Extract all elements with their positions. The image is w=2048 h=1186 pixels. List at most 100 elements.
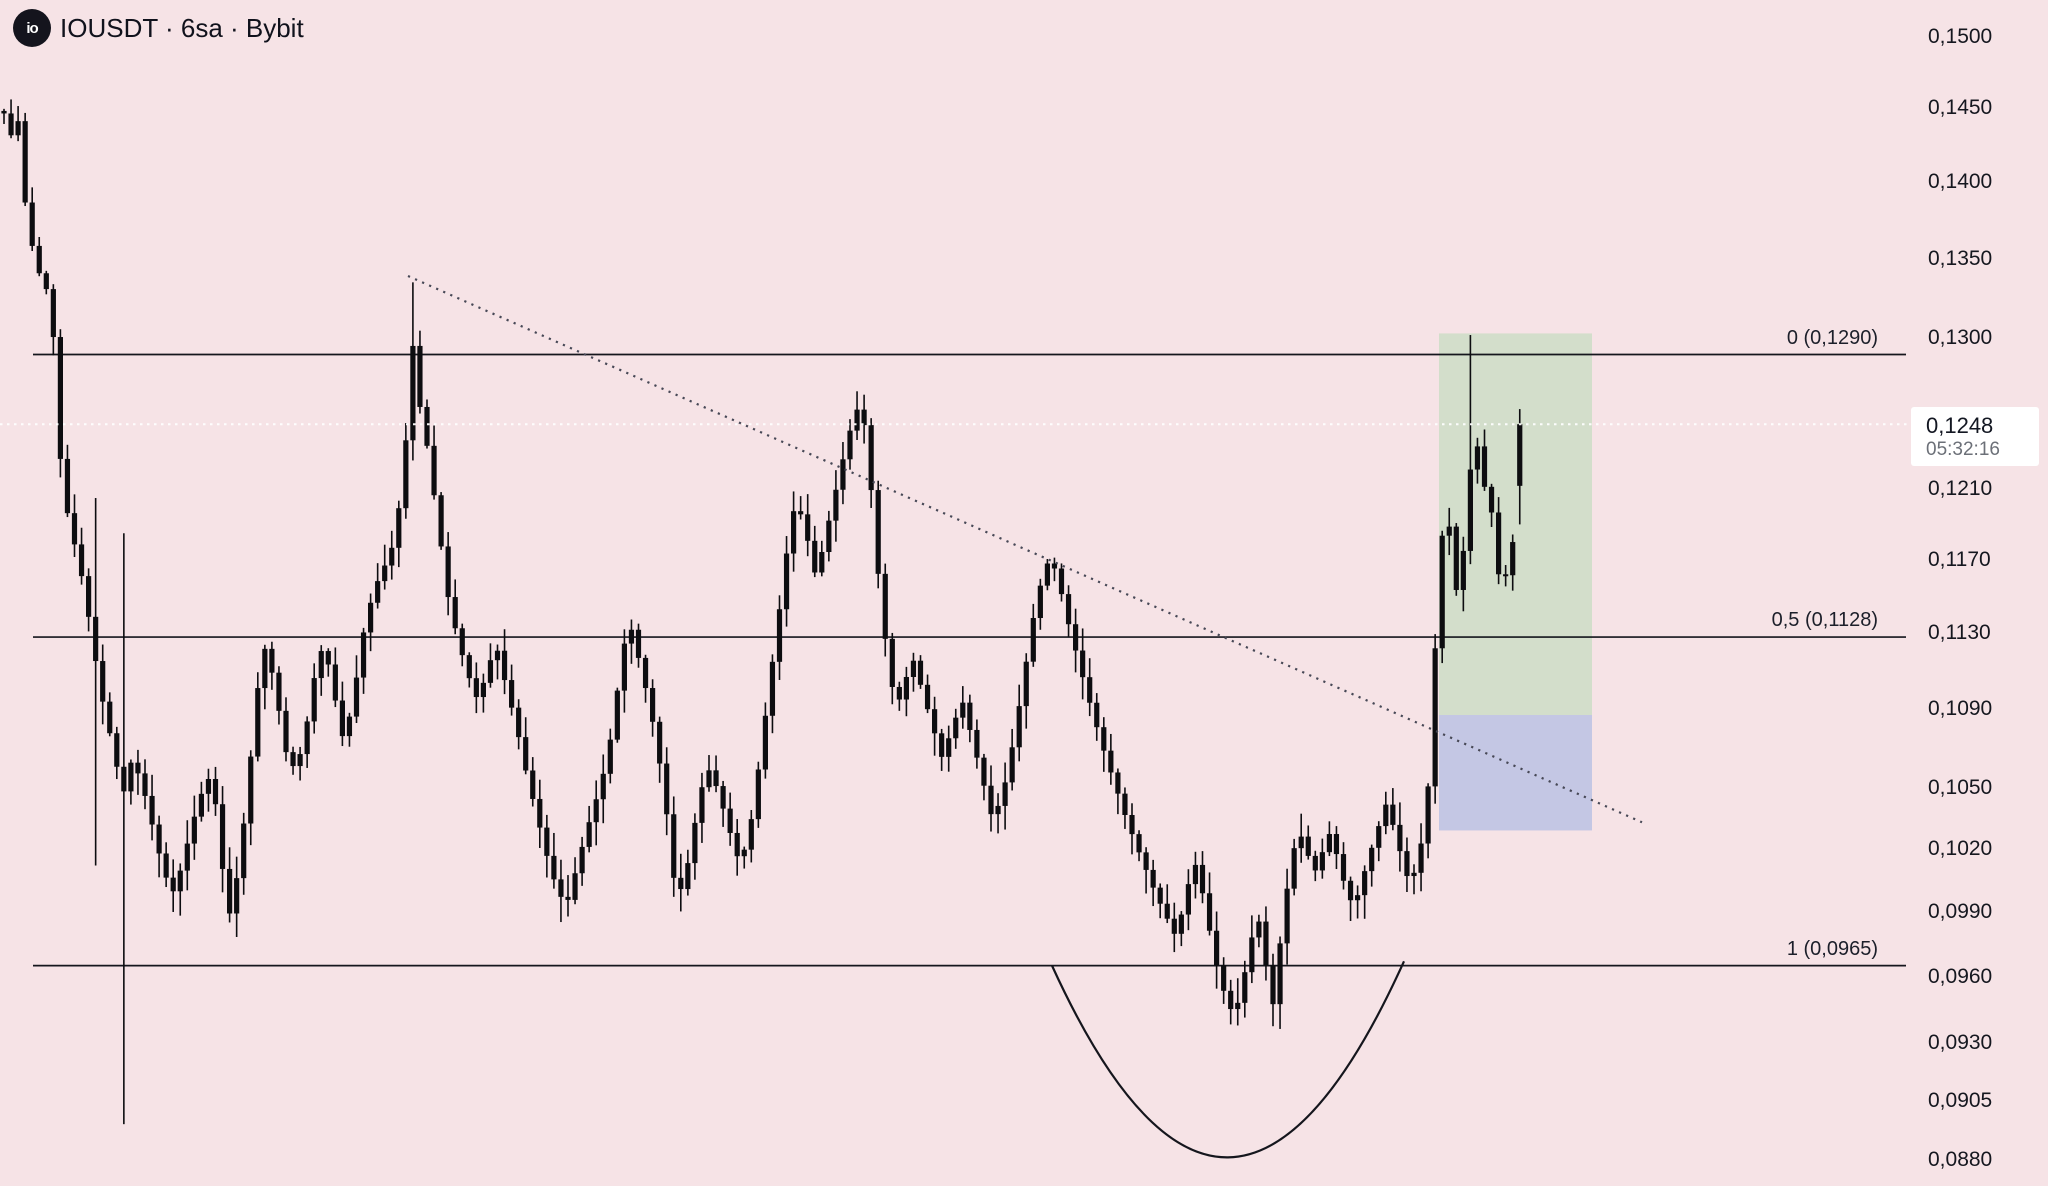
- long-position-stop-zone[interactable]: [1439, 714, 1592, 831]
- bar-body: [741, 849, 747, 857]
- bar-body: [262, 648, 268, 689]
- bar-body: [29, 202, 35, 246]
- bar-body: [974, 729, 980, 758]
- price-axis-tick: 0,1450: [1928, 96, 1993, 120]
- bar-body: [1369, 847, 1375, 872]
- bar-body: [121, 766, 127, 792]
- bar-body: [269, 648, 275, 673]
- rounded-bottom-arc[interactable]: [1050, 960, 1406, 1159]
- bar-body: [43, 273, 49, 290]
- bar-body: [1087, 677, 1093, 703]
- bar-body: [1235, 1002, 1241, 1010]
- bar-body: [297, 754, 303, 767]
- bar-body: [36, 245, 42, 274]
- bar-body: [614, 690, 620, 740]
- price-axis-tick: 0,1400: [1928, 170, 1993, 194]
- bar-body: [1319, 852, 1325, 871]
- bar-body: [304, 721, 310, 755]
- bar-body: [544, 827, 550, 856]
- price-axis-tick: 0,1020: [1928, 836, 1993, 860]
- bar-body: [283, 710, 289, 753]
- bar-body: [664, 763, 670, 815]
- bar-body: [1199, 864, 1206, 894]
- bar-body: [1418, 843, 1424, 873]
- bar-body: [501, 650, 508, 681]
- bar-body: [1073, 624, 1079, 651]
- bar-body: [1432, 648, 1438, 787]
- bar-body: [1108, 750, 1114, 773]
- bar-body: [558, 879, 564, 897]
- bar-wick: [1166, 884, 1169, 924]
- symbol-title[interactable]: IOUSDT · 6sa · Bybit: [60, 12, 304, 43]
- bar-wick: [123, 533, 125, 1125]
- bar-body: [1256, 921, 1262, 938]
- descending-trendline[interactable]: [407, 275, 1643, 824]
- bar-body: [205, 779, 212, 794]
- bar-body: [1030, 618, 1036, 662]
- bar-body: [868, 425, 874, 491]
- bar-body: [1383, 804, 1389, 827]
- bar-body: [71, 513, 78, 545]
- bar-wick: [1145, 847, 1147, 894]
- bar-body: [586, 822, 592, 847]
- bar-wick: [94, 498, 97, 866]
- bar-body: [473, 678, 479, 698]
- bar-body: [628, 629, 635, 644]
- bar-body: [1101, 727, 1107, 751]
- bar-body: [494, 650, 501, 661]
- bar-body: [699, 787, 705, 823]
- bar-body: [318, 651, 324, 679]
- price-axis-tick: 0,1500: [1928, 25, 1993, 48]
- bar-body: [149, 795, 155, 825]
- bar-body: [967, 702, 973, 730]
- bar-body: [1474, 446, 1481, 470]
- bar-body: [903, 676, 909, 700]
- bar-body: [1270, 965, 1276, 1005]
- bar-wick: [1053, 557, 1056, 582]
- bar-body: [875, 490, 881, 574]
- price-axis-tick: 0,1350: [1928, 246, 1993, 270]
- bar-body: [1136, 834, 1142, 853]
- bar-body: [100, 661, 106, 702]
- bar-body: [826, 520, 832, 553]
- price-axis-tick: 0,1210: [1928, 477, 1993, 501]
- bar-body: [537, 798, 543, 828]
- bar-body: [424, 406, 430, 446]
- bar-body: [509, 680, 515, 708]
- bar-body: [339, 700, 345, 737]
- bar-body: [1044, 563, 1050, 586]
- bar-body: [762, 715, 768, 770]
- bar-body: [325, 651, 331, 665]
- bar-body: [191, 816, 197, 844]
- bar-body: [1080, 650, 1086, 678]
- bar-body: [382, 565, 388, 582]
- long-position-profit-zone[interactable]: [1439, 333, 1592, 715]
- bar-body: [1122, 793, 1128, 815]
- bar-body: [1115, 772, 1121, 794]
- bar-body: [1164, 903, 1170, 919]
- bar-body: [1291, 848, 1297, 889]
- bar-body: [346, 716, 353, 737]
- bar-body: [685, 863, 691, 890]
- bar-body: [114, 733, 120, 767]
- bar-body: [854, 409, 860, 431]
- bar-body: [1355, 895, 1361, 901]
- bar-body: [156, 824, 162, 854]
- bar-body: [311, 678, 317, 722]
- bar-body: [819, 552, 825, 573]
- bar-body: [403, 440, 409, 509]
- bar-body: [671, 814, 677, 878]
- bar-body: [882, 573, 888, 639]
- bar-body: [896, 686, 902, 700]
- bar-body: [445, 546, 451, 598]
- bar-body: [1333, 834, 1340, 855]
- bar-body: [1157, 887, 1163, 904]
- bar-body: [22, 121, 28, 203]
- bar-body: [1023, 661, 1029, 707]
- bar-body: [932, 709, 938, 734]
- bar-body: [939, 733, 945, 757]
- bar-body: [15, 121, 21, 136]
- bar-body: [1453, 526, 1459, 590]
- bar-body: [1206, 893, 1213, 931]
